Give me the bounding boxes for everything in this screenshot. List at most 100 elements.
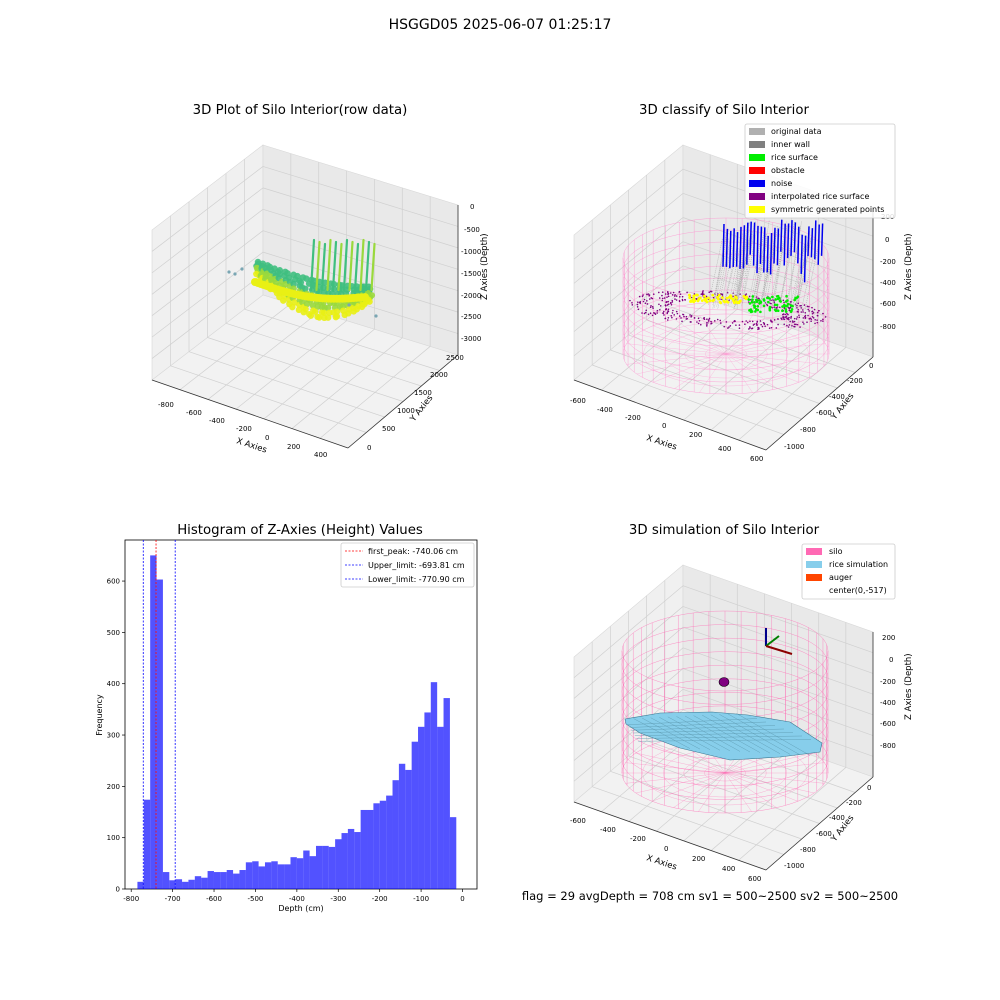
legend-frame xyxy=(801,543,896,600)
legend-swatch xyxy=(806,587,822,594)
noise-column xyxy=(790,220,793,256)
grid-line xyxy=(262,230,459,292)
interpolated-point xyxy=(763,323,766,326)
silo-spoke xyxy=(725,325,799,355)
data-point xyxy=(333,313,341,320)
interpolated-point xyxy=(675,318,678,320)
histogram-bar xyxy=(309,856,316,889)
interpolated-point xyxy=(785,315,788,318)
silo-spoke xyxy=(699,353,727,393)
grid-line xyxy=(610,349,802,420)
x-tick: 400 xyxy=(722,865,735,873)
interpolated-point xyxy=(636,306,639,308)
interpolated-point xyxy=(791,324,793,327)
interpolated-point xyxy=(693,293,696,295)
histogram-x-label: Depth (cm) xyxy=(278,904,323,913)
interpolated-point xyxy=(751,320,754,323)
y-tick: -800 xyxy=(800,846,816,854)
histogram-reference-lines xyxy=(142,540,176,889)
histogram-bar xyxy=(162,872,170,889)
rice-surface-point xyxy=(781,305,784,308)
symmetric-point xyxy=(729,295,733,298)
interpolated-point xyxy=(690,321,692,323)
histogram-bar xyxy=(411,741,419,889)
interpolated-point xyxy=(661,299,664,302)
rice-surface-point xyxy=(759,310,762,314)
symmetric-point xyxy=(705,300,709,304)
panel4-x-ticks: -600 -400 -200 0 200 400 600 xyxy=(570,817,761,883)
interpolated-point xyxy=(713,320,716,322)
interpolated-point xyxy=(662,312,664,314)
interpolated-point xyxy=(804,311,807,314)
interpolated-point xyxy=(636,303,639,306)
symmetric-point xyxy=(692,294,696,298)
interpolated-point xyxy=(710,322,712,325)
interpolated-point xyxy=(799,305,801,307)
data-point xyxy=(333,308,341,315)
rice-mesh-line xyxy=(636,735,803,739)
interpolated-point xyxy=(710,320,712,323)
interpolated-point xyxy=(670,304,673,306)
panel4-orientation-arrows xyxy=(765,628,793,655)
interpolated-point xyxy=(670,315,673,317)
rice-surface-point xyxy=(748,309,751,312)
panel4-title: 3D simulation of Silo Interior xyxy=(628,523,820,538)
symmetric-point xyxy=(703,294,706,298)
rice-surface-point xyxy=(785,294,788,298)
interpolated-point xyxy=(643,298,646,301)
rice-surface-point xyxy=(786,299,789,302)
panel2-legend: original data inner wall rice surface ob… xyxy=(744,123,896,219)
y-tick-label: 0 xyxy=(116,886,120,894)
interpolated-point xyxy=(818,309,820,312)
interpolated-point xyxy=(693,317,696,319)
x-tick-label: -100 xyxy=(413,895,429,903)
rice-mesh-line xyxy=(736,713,811,756)
interpolated-point xyxy=(672,291,675,294)
histogram-y-label: Frequency xyxy=(95,694,104,736)
histogram-bar xyxy=(188,879,195,889)
interpolated-point xyxy=(766,304,769,307)
interpolated-point xyxy=(802,311,804,313)
symmetric-point xyxy=(734,295,737,299)
grid-line xyxy=(170,365,367,433)
axis-line xyxy=(765,776,874,871)
symmetric-point xyxy=(688,296,692,300)
histogram-bar xyxy=(252,861,259,889)
legend-swatch xyxy=(749,141,765,148)
histogram-bar xyxy=(360,809,368,889)
interpolated-point xyxy=(795,318,798,320)
interpolated-point xyxy=(733,320,735,323)
grid-line xyxy=(151,230,264,316)
legend-swatch xyxy=(749,180,765,187)
noise-column xyxy=(814,220,817,260)
z-tick: -400 xyxy=(880,279,896,287)
rice-surface-point xyxy=(776,297,780,301)
interpolated-point xyxy=(675,299,678,301)
panel4-rice-surface xyxy=(624,711,823,761)
interpolated-point xyxy=(671,316,673,319)
silo-cap-ring xyxy=(664,329,789,379)
data-point xyxy=(295,306,303,314)
interpolated-point xyxy=(641,295,644,298)
z-tick: -1000 xyxy=(461,248,481,256)
interpolated-point xyxy=(639,300,642,303)
rice-surface-point xyxy=(790,307,794,311)
silo-spoke xyxy=(725,353,826,365)
x-tick-label: -400 xyxy=(289,895,305,903)
interpolated-point xyxy=(638,295,641,298)
original-column xyxy=(801,247,816,310)
interpolated-point xyxy=(642,300,645,303)
axis-line xyxy=(765,356,874,451)
data-point xyxy=(316,314,323,321)
silo-spoke xyxy=(636,353,727,375)
panel4-legend: silo rice simulation auger center(0,-517… xyxy=(801,543,896,600)
grid-line xyxy=(573,168,684,260)
grid-line xyxy=(573,647,684,741)
interpolated-point xyxy=(705,322,708,324)
interpolated-point xyxy=(701,292,704,295)
interpolated-point xyxy=(673,314,675,316)
interpolated-point xyxy=(804,314,807,317)
interpolated-point xyxy=(796,323,799,326)
interpolated-point xyxy=(770,302,772,305)
